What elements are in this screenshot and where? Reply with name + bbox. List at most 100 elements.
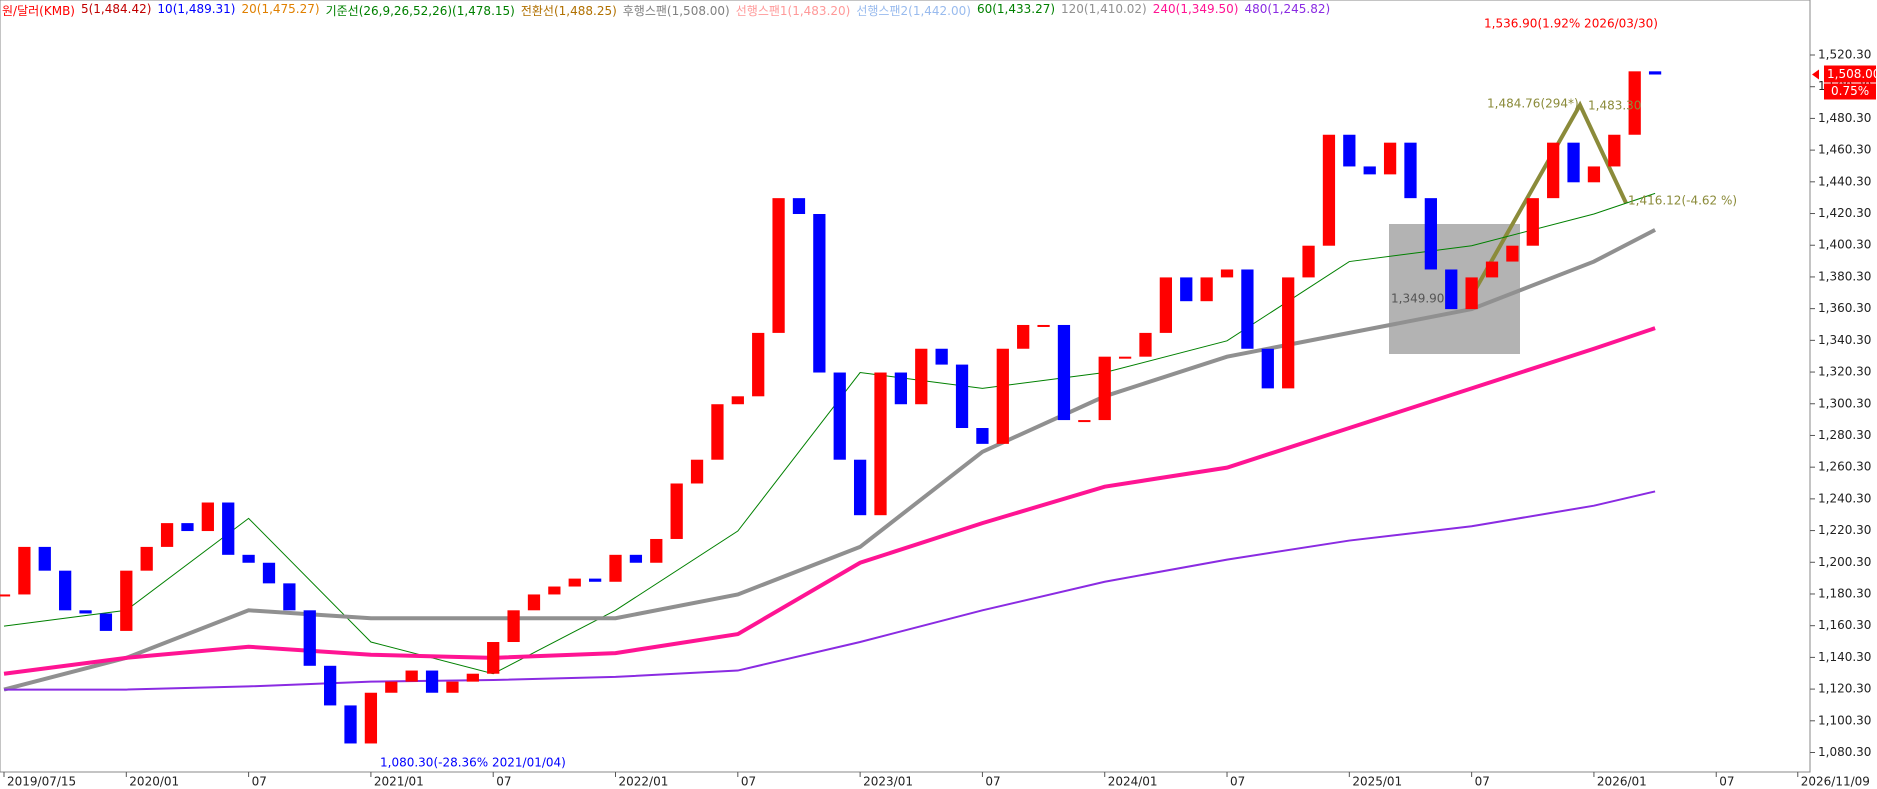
legend-entry: 전환선(1,488.25) — [520, 4, 617, 18]
candle — [405, 670, 418, 682]
candle — [324, 665, 337, 706]
x-tick-label: 2023/01 — [863, 775, 913, 789]
candle — [792, 198, 806, 215]
candle — [935, 348, 948, 365]
candle — [181, 523, 194, 532]
candle — [1037, 324, 1050, 327]
candle — [853, 459, 867, 516]
candle — [568, 578, 581, 587]
y-tick-label: 1,520.30 — [1818, 48, 1871, 62]
x-tick-label: 07 — [496, 775, 511, 789]
candle — [160, 523, 174, 547]
candle — [487, 642, 500, 674]
y-tick-label: 1,380.30 — [1818, 269, 1871, 283]
candle — [650, 538, 663, 563]
candle — [609, 554, 622, 582]
legend: 원/달러(KMB) 5(1,484.42) 10(1,489.31) 20(1,47… — [2, 2, 1331, 19]
candle — [833, 372, 846, 460]
x-tick-label: 07 — [252, 775, 267, 789]
legend-title: 원/달러(KMB) — [2, 4, 75, 18]
legend-entry: 240(1,349.50) — [1152, 2, 1239, 16]
y-tick-label: 1,100.30 — [1818, 713, 1871, 727]
candle — [507, 610, 520, 643]
candle — [18, 546, 31, 595]
y-tick-label: 1,420.30 — [1818, 206, 1871, 220]
candle — [1424, 198, 1437, 270]
x-tick-label: 2025/01 — [1352, 775, 1402, 789]
candle — [670, 483, 683, 539]
change-tag-label: 0.75% — [1831, 84, 1869, 98]
annotation: 1,416.12(-4.62 %) — [1628, 194, 1737, 208]
y-tick-label: 1,320.30 — [1818, 365, 1871, 379]
legend-entry: 5(1,484.42) — [80, 2, 152, 16]
candle — [1139, 332, 1152, 357]
candle — [222, 502, 235, 555]
candle — [201, 502, 214, 532]
candle — [1485, 261, 1499, 278]
x-tick-label: 2022/01 — [619, 775, 669, 789]
y-tick-label: 1,480.30 — [1818, 111, 1871, 125]
candle — [874, 372, 887, 516]
legend-entry: 기준선(26,9,26,52,26)(1,478.15) — [325, 4, 515, 18]
candle — [1587, 166, 1601, 183]
y-tick-label: 1,400.30 — [1818, 238, 1871, 252]
x-tick-label: 07 — [1719, 775, 1734, 789]
candle — [1404, 142, 1417, 199]
candle — [1017, 324, 1030, 349]
y-tick-label: 1,280.30 — [1818, 428, 1871, 442]
candle — [731, 396, 744, 405]
candle — [772, 198, 785, 333]
candle — [446, 681, 459, 693]
legend-entry: 후행스팬(1,508.00) — [622, 4, 730, 18]
candle — [894, 372, 908, 405]
legend-entry: 선행스팬2(1,442.00) — [856, 4, 971, 18]
moving-average — [3, 228, 1657, 692]
candle — [140, 546, 153, 571]
candle — [385, 681, 398, 693]
candle — [1282, 277, 1295, 389]
candle — [1648, 71, 1662, 75]
x-tick-label: 07 — [1230, 775, 1245, 789]
x-tick-label: 2021/01 — [374, 775, 424, 789]
candle — [262, 562, 276, 584]
candle — [0, 594, 11, 597]
y-tick-label: 1,360.30 — [1818, 301, 1871, 315]
price-tag — [1824, 65, 1876, 83]
candle — [1200, 277, 1213, 302]
candle — [364, 692, 378, 744]
candle — [283, 583, 296, 611]
x-tick-label: 07 — [985, 775, 1000, 789]
candle — [1567, 142, 1580, 183]
y-tick-label: 1,120.30 — [1818, 682, 1871, 696]
price-tag-label: 1,508.00 — [1827, 67, 1877, 81]
x-tick-label: 07 — [741, 775, 756, 789]
legend-entry: 60(1,433.27) — [976, 2, 1056, 16]
moving-average — [3, 326, 1656, 676]
candle — [996, 348, 1009, 444]
candle — [1383, 142, 1397, 175]
x-tick-label: 2026/01 — [1597, 775, 1647, 789]
y-tick-label: 1,220.30 — [1818, 523, 1871, 537]
candle — [1220, 269, 1234, 278]
y-tick-label: 1,180.30 — [1818, 586, 1871, 600]
y-tick-label: 1,080.30 — [1818, 745, 1871, 759]
candle — [589, 578, 602, 582]
y-tick-label: 1,440.30 — [1818, 174, 1871, 188]
annotation: 1,484.76(294*) — [1487, 97, 1579, 111]
candle — [1098, 356, 1111, 421]
candle — [242, 554, 255, 563]
annotation: 1,349.90 — [1391, 292, 1444, 306]
candle — [1608, 134, 1621, 167]
candle — [548, 586, 561, 595]
candle — [344, 705, 357, 744]
candle — [1506, 245, 1519, 262]
x-tick-label: 2020/01 — [129, 775, 179, 789]
legend-entry: 20(1,475.27) — [241, 2, 320, 16]
candle — [1078, 420, 1091, 423]
candle — [1302, 245, 1315, 278]
x-tick-label: 2026/11/09 — [1801, 775, 1870, 789]
candle — [59, 570, 72, 611]
legend-entry: 120(1,410.02) — [1061, 2, 1147, 16]
